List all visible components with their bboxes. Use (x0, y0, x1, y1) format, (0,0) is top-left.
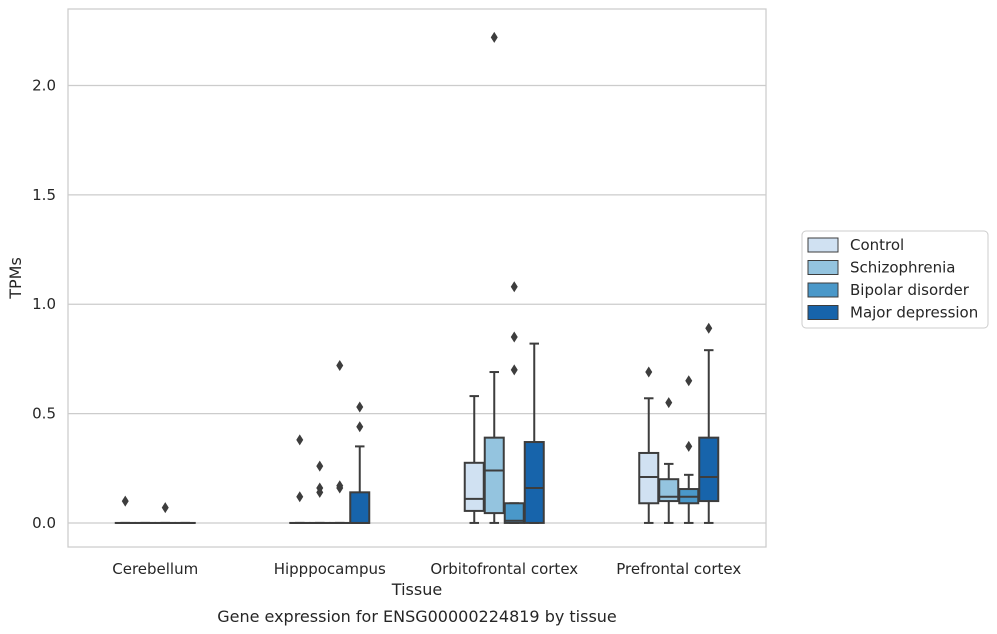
y-tick-label: 1.5 (32, 186, 56, 204)
outlier-point (161, 502, 169, 514)
outlier-point (665, 397, 673, 409)
legend-label: Bipolar disorder (850, 281, 970, 299)
outlier-point (490, 31, 498, 43)
x-axis-label: Tissue (391, 580, 442, 599)
x-tick-label: Prefrontal cortex (616, 560, 741, 578)
outlier-point (316, 486, 324, 498)
y-tick-label: 0.5 (32, 405, 56, 423)
box-bipolar-disorder-prefrontal-cortex (678, 375, 700, 524)
box-iqr (463, 461, 485, 512)
box-bipolar-disorder-hipppocampus (329, 359, 351, 524)
legend-label: Schizophrenia (850, 259, 955, 277)
box-major-depression-prefrontal-cortex (698, 322, 720, 524)
box-iqr (658, 478, 680, 503)
outlier-point (296, 491, 304, 503)
box-control-cerebellum (114, 495, 136, 524)
box-schizophrenia-prefrontal-cortex (658, 397, 680, 524)
box-bipolar-disorder-orbitofrontal-cortex (503, 281, 525, 524)
outlier-point (316, 460, 324, 472)
legend-swatch (807, 260, 839, 275)
y-tick-label: 1.0 (32, 295, 56, 313)
legend-swatch (807, 237, 839, 253)
outlier-point (336, 482, 344, 494)
box-iqr (698, 436, 720, 503)
outlier-point (336, 359, 344, 371)
box-schizophrenia-hipppocampus (309, 460, 331, 524)
y-tick-label: 0.0 (32, 514, 56, 532)
x-axis-ticks: Cerebellum Hipppocampus Orbitofrontal cort… (112, 560, 741, 578)
plot-area (114, 31, 720, 524)
legend-frame (801, 230, 989, 329)
box-iqr (638, 451, 660, 505)
outlier-point (356, 421, 364, 433)
chart-caption: Gene expression for ENSG00000224819 by t… (217, 607, 617, 626)
box-major-depression-hipppocampus (349, 401, 371, 524)
outlier-point (510, 331, 518, 343)
outlier-point (296, 434, 304, 446)
x-tick-label: Cerebellum (112, 560, 198, 578)
box-iqr (483, 436, 505, 515)
legend-label: Control (850, 236, 904, 254)
outlier-point (685, 440, 693, 452)
outlier-point (705, 322, 713, 334)
outlier-point (356, 401, 364, 413)
box-iqr (349, 491, 371, 524)
outlier-point (121, 495, 129, 507)
legend: Control Schizophrenia Bipolar disorder Majo… (801, 230, 989, 329)
x-tick-label: Hipppocampus (274, 560, 386, 578)
gridlines (68, 84, 766, 524)
outlier-point (685, 375, 693, 387)
outlier-point (510, 281, 518, 293)
box-bipolar-disorder-cerebellum (154, 502, 176, 524)
box-control-prefrontal-cortex (638, 366, 660, 524)
box-control-hipppocampus (289, 434, 311, 524)
y-tick-label: 2.0 (32, 77, 56, 95)
y-axis-ticks: 0.0 0.5 1.0 1.5 2.0 (32, 77, 56, 532)
outlier-point (510, 364, 518, 376)
plot-frame (67, 8, 767, 548)
legend-swatch (807, 305, 839, 320)
legend-label: Major depression (850, 304, 978, 322)
y-axis-label: TPMs (6, 257, 25, 300)
box-schizophrenia-orbitofrontal-cortex (483, 31, 505, 524)
legend-swatch (807, 282, 839, 298)
x-tick-label: Orbitofrontal cortex (430, 560, 578, 578)
box-iqr (523, 441, 545, 524)
outlier-point (645, 366, 653, 378)
box-control-orbitofrontal-cortex (463, 395, 485, 524)
box-major-depression-orbitofrontal-cortex (523, 342, 545, 524)
